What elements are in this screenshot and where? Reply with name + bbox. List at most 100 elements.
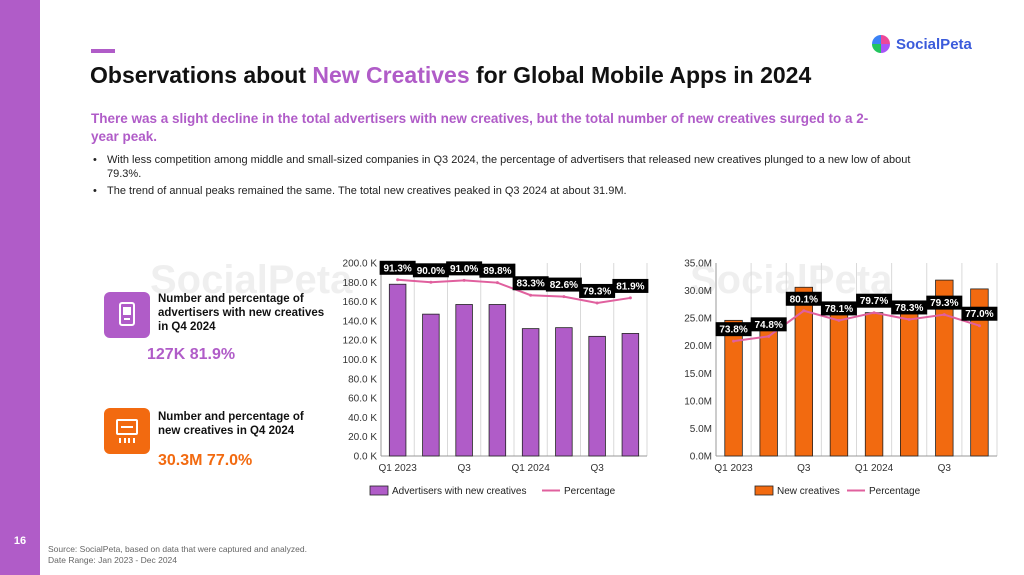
watermark: SocialPeta: [150, 258, 353, 302]
page-title: Observations about New Creatives for Glo…: [90, 62, 811, 89]
data-label-box: [820, 301, 857, 316]
footer-date-range: Date Range: Jan 2023 - Dec 2024: [48, 555, 178, 565]
line-point: [396, 278, 400, 282]
kpi-creatives-label: Number and percentage of new creatives i…: [158, 411, 304, 437]
bar: [759, 327, 778, 457]
y-tick-label: 35.0M: [684, 259, 712, 270]
data-label: 78.3%: [895, 303, 923, 314]
footer-source: Source: SocialPeta, based on data that w…: [48, 544, 307, 554]
data-label: 77.0%: [965, 309, 993, 320]
y-tick-label: 100.0 K: [343, 355, 378, 366]
data-label-box: [750, 317, 787, 332]
logo-icon: [872, 35, 890, 53]
legend-label: Percentage: [869, 486, 921, 497]
socialpeta-logo: SocialPeta: [872, 35, 972, 53]
bar: [521, 328, 540, 457]
title-highlight: New Creatives: [312, 62, 470, 88]
x-tick-label: Q1 2024: [511, 463, 550, 474]
line-point: [767, 334, 771, 338]
data-label: 90.0%: [417, 266, 445, 277]
data-label-box: [891, 300, 928, 315]
line-point: [732, 339, 736, 343]
data-label-box: [412, 263, 449, 278]
y-tick-label: 15.0M: [684, 369, 712, 380]
y-tick-label: 40.0 K: [348, 413, 377, 424]
y-tick-label: 160.0 K: [343, 297, 378, 308]
line-point: [529, 293, 533, 297]
data-label: 74.8%: [755, 320, 783, 331]
data-label-box: [446, 261, 483, 276]
x-tick-label: Q1 2023: [714, 463, 753, 474]
data-label: 79.3%: [930, 298, 958, 309]
data-label-box: [715, 322, 752, 337]
data-label: 78.1%: [825, 304, 853, 315]
x-tick-label: Q1 2023: [378, 463, 417, 474]
data-label: 82.6%: [550, 280, 578, 291]
kpi-creatives-value: 30.3M 77.0%: [158, 452, 253, 469]
line-point: [462, 278, 466, 282]
y-tick-label: 140.0 K: [343, 316, 378, 327]
bar: [935, 279, 954, 457]
y-tick-label: 180.0 K: [343, 278, 378, 289]
page-subtitle: There was a slight decline in the total …: [91, 111, 869, 144]
bar: [422, 313, 440, 457]
bar: [900, 302, 919, 457]
data-label-box: [479, 263, 516, 278]
y-tick-label: 30.0M: [684, 286, 712, 297]
y-tick-label: 120.0 K: [343, 336, 378, 347]
page-number: 16: [13, 535, 27, 547]
bar: [621, 333, 640, 457]
x-tick-label: Q3: [797, 463, 811, 474]
kpi-advertisers-label: Number and percentage of advertisers wit…: [158, 293, 325, 333]
legend-label: Percentage: [564, 486, 616, 497]
bar: [864, 312, 884, 457]
x-tick-label: Q3: [938, 463, 952, 474]
bullet-list: With less competition among middle and s…: [93, 153, 943, 201]
kpi-advertisers-value: 127K 81.9%: [147, 346, 236, 363]
data-label: 91.0%: [450, 264, 478, 275]
data-label-box: [512, 276, 549, 291]
data-label-box: [579, 283, 616, 298]
title-suffix: for Global Mobile Apps in 2024: [469, 62, 812, 88]
percentage-line: [733, 309, 980, 343]
y-tick-label: 0.0 K: [354, 452, 378, 463]
bar: [488, 304, 507, 457]
bar: [794, 286, 813, 457]
bar: [455, 304, 473, 457]
data-label: 79.7%: [860, 296, 888, 307]
line-point: [562, 295, 566, 299]
advertisers-chart: 0.0 K 20.0 K 40.0 K 60.0 K 80.0 K 100.0 K 120.…: [343, 259, 649, 497]
legend-swatch-bars: [369, 485, 389, 496]
x-tick-label: Q1 2024: [855, 463, 894, 474]
line-point: [907, 317, 911, 321]
data-label-box: [926, 295, 963, 310]
bar: [970, 288, 989, 457]
title-prefix: Observations about: [90, 62, 313, 88]
y-tick-label: 20.0 K: [348, 432, 377, 443]
creative-icon: [104, 408, 150, 454]
logo-text: SocialPeta: [896, 35, 972, 53]
data-label-box: [612, 278, 649, 293]
line-point: [977, 324, 981, 328]
line-point: [872, 311, 876, 315]
line-point: [495, 281, 499, 285]
y-tick-label: 25.0M: [684, 314, 712, 325]
line-point: [628, 296, 632, 300]
data-label-box: [961, 306, 998, 321]
bar: [724, 319, 743, 457]
data-label: 91.3%: [383, 263, 411, 274]
bar: [555, 327, 573, 457]
x-tick-label: Q3: [457, 463, 471, 474]
bar: [388, 283, 407, 457]
side-accent-bar: [0, 0, 40, 575]
data-label: 73.8%: [719, 325, 747, 336]
line-point: [595, 301, 599, 305]
data-label: 89.8%: [483, 266, 511, 277]
data-label-box: [545, 277, 582, 292]
legend-swatch-bars: [754, 485, 774, 496]
bullet-item: The trend of annual peaks remained the s…: [93, 184, 943, 198]
footer: Source: SocialPeta, based on data that w…: [48, 544, 307, 566]
bullet-item: With less competition among middle and s…: [93, 153, 943, 181]
title-accent-dash: [91, 49, 115, 53]
phone-icon: [104, 292, 150, 338]
